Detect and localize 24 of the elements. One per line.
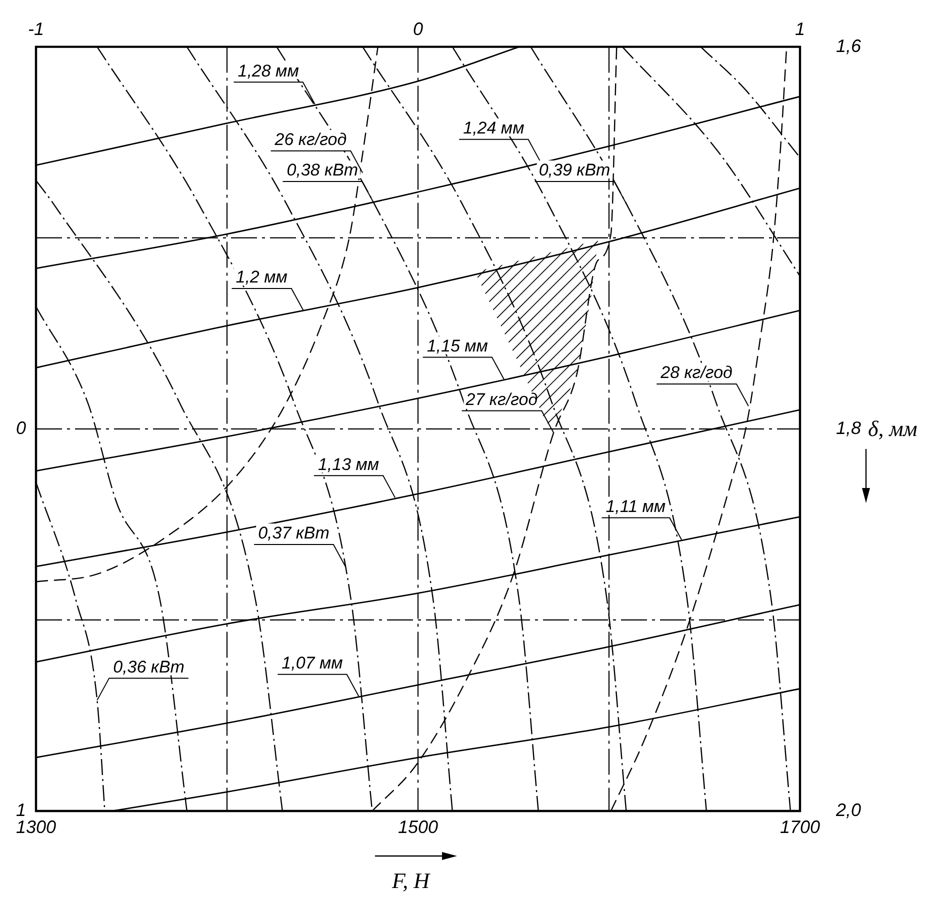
y2-tick-label: 1,6 [836, 36, 862, 56]
x-axis-title: F, Н [392, 868, 430, 894]
x2-tick-label: 1 [794, 19, 806, 39]
x-tick-label: 1700 [780, 816, 820, 837]
annotation: 0,38 кВт [286, 160, 358, 180]
annotation: 1,28 мм [238, 61, 300, 80]
annotation: 1,15 мм [426, 336, 488, 356]
annotation: 26 кг/год [274, 130, 347, 150]
y2-tick-label: 2,0 [835, 800, 862, 820]
annotation: 1,11 мм [606, 496, 666, 516]
annotation: 28 кг/год [660, 363, 732, 382]
y2-tick-label: 1,8 [836, 418, 862, 438]
annotation: 0,36 кВт [113, 657, 184, 676]
annotation: 1,24 мм [463, 118, 525, 138]
annotation: 0,39 кВт [538, 160, 610, 180]
annotation: 0,37 кВт [258, 524, 330, 543]
x-tick-label: 1300 [16, 816, 56, 837]
x-tick-label: 1500 [398, 816, 438, 837]
annotation: 1,13 мм [318, 454, 380, 474]
annotation: 1,07 мм [282, 654, 344, 673]
x2-tick-label: 0 [412, 19, 424, 39]
x2-tick-label: -1 [28, 19, 44, 39]
y2-axis-title: δ, мм [868, 416, 918, 442]
annotation: 1,2 мм [236, 268, 288, 287]
